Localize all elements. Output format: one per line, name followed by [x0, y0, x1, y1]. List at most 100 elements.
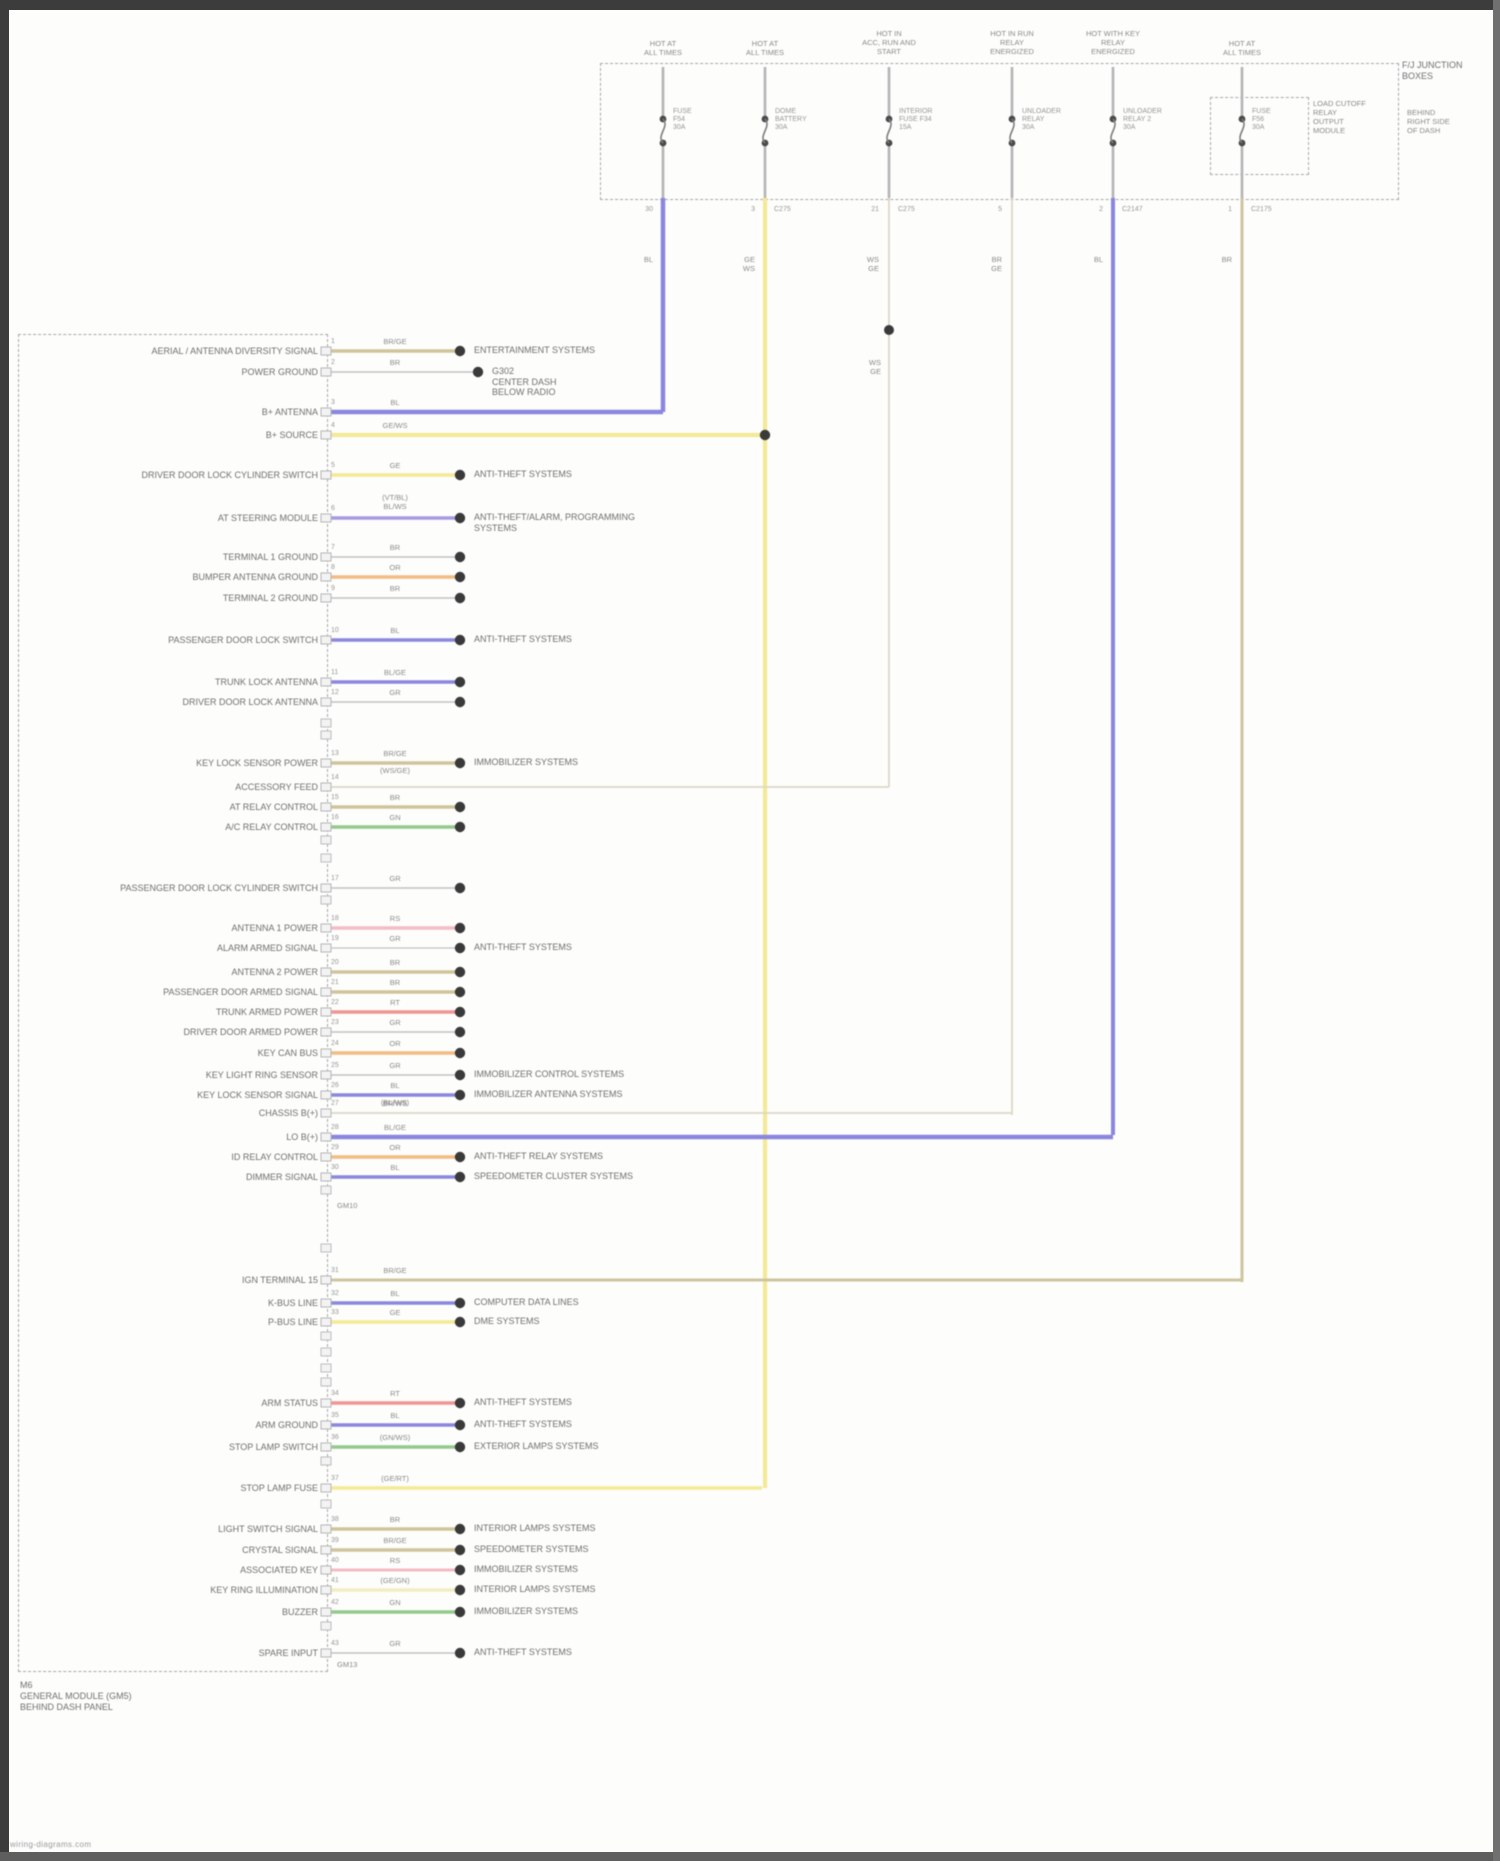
terminal-dot	[454, 801, 466, 813]
destination-label: IMMOBILIZER ANTENNA SYSTEMS	[474, 1089, 623, 1099]
destination-label: IMMOBILIZER SYSTEMS	[474, 1606, 579, 1616]
destination-label: ANTI-THEFT SYSTEMS	[474, 1647, 572, 1657]
terminal-dot	[454, 1523, 466, 1535]
pin-name-label: POWER GROUND	[241, 366, 319, 377]
pin-number: 41	[331, 1577, 339, 1584]
wire-color-label: GR	[389, 934, 401, 943]
terminal-dot	[454, 821, 466, 833]
pin-name-label: TRUNK ARMED POWER	[215, 1006, 318, 1017]
fuse-label: DOME BATTERY 30A	[775, 108, 807, 131]
module-pin	[320, 346, 332, 356]
module-pin-empty	[320, 1377, 332, 1387]
module-pin-empty	[320, 1363, 332, 1373]
module-pin	[320, 1607, 332, 1617]
module-connector-id: GM10	[337, 1201, 358, 1210]
module-pin	[320, 782, 332, 792]
module-pin	[320, 1524, 332, 1534]
pin-name-label: DRIVER DOOR LOCK CYLINDER SWITCH	[141, 469, 318, 480]
terminal-dot	[454, 1089, 466, 1101]
fuse-pin-number: 21	[871, 206, 879, 213]
module-pin	[320, 1565, 332, 1575]
destination-label: COMPUTER DATA LINES	[474, 1297, 579, 1307]
fuse-label: UNLOADER RELAY 30A	[1022, 108, 1061, 131]
pin-name-label: STOP LAMP FUSE	[240, 1482, 318, 1493]
terminal-dot	[454, 1171, 466, 1183]
pin-number: 34	[331, 1390, 339, 1397]
module-pin-empty	[320, 835, 332, 845]
terminal-dot	[454, 1026, 466, 1038]
pin-name-label: PASSENGER DOOR LOCK CYLINDER SWITCH	[120, 882, 318, 893]
pin-name-label: ARM GROUND	[255, 1419, 319, 1430]
module-pin-empty	[320, 1185, 332, 1195]
pin-number: 6	[331, 505, 335, 512]
module-pin	[320, 697, 332, 707]
fuse-pin-number: 5	[998, 206, 1002, 213]
module-pin	[320, 1070, 332, 1080]
pin-name-label: LIGHT SWITCH SIGNAL	[218, 1523, 318, 1534]
module-pin	[320, 1108, 332, 1118]
hot-feed-header: HOT AT ALL TIMES	[644, 39, 682, 57]
fuse-pin-number: 3	[751, 206, 755, 213]
module-pin	[320, 407, 332, 417]
pin-name-label: TERMINAL 1 GROUND	[222, 551, 318, 562]
box-location-label: BEHIND RIGHT SIDE OF DASH	[1407, 108, 1450, 135]
module-pin-empty	[320, 1621, 332, 1631]
pin-number: 21	[331, 979, 339, 986]
module-pin-empty	[320, 1499, 332, 1509]
module-pin	[320, 552, 332, 562]
terminal-dot	[454, 1647, 466, 1659]
destination-label: INTERIOR LAMPS SYSTEMS	[474, 1584, 596, 1594]
terminal-dot	[454, 1606, 466, 1618]
module-pin	[320, 1483, 332, 1493]
wire-color-label: RT	[390, 1389, 400, 1398]
pin-name-label: AT STEERING MODULE	[217, 512, 318, 523]
wire-color-label: BL	[390, 398, 400, 407]
terminal-dot	[454, 696, 466, 708]
module-pin	[320, 987, 332, 997]
fuse-element-icon	[660, 118, 666, 144]
wire-color-label: BR	[389, 793, 401, 802]
pin-name-label: TRUNK LOCK ANTENNA	[214, 676, 318, 687]
wire-color-label: GN	[389, 1598, 401, 1607]
module-pin	[320, 1317, 332, 1327]
wire-color-label: BR/GE	[383, 1536, 407, 1545]
terminal-dot	[759, 429, 771, 441]
module-pin	[320, 1585, 332, 1595]
wire-color-label: GN	[389, 813, 401, 822]
pin-number: 36	[331, 1434, 339, 1441]
wire-color-label: BR	[389, 543, 401, 552]
module-caption: M6 GENERAL MODULE (GM5) BEHIND DASH PANE…	[20, 1680, 132, 1712]
fuse-element-icon	[886, 118, 892, 144]
module-pin	[320, 513, 332, 523]
fuse-pin-number: 30	[645, 206, 653, 213]
module-pin	[320, 1007, 332, 1017]
wire-color-label: BR/GE	[383, 337, 407, 346]
wire-color-label: GE	[389, 461, 401, 470]
wire-color-label: RS	[389, 914, 401, 923]
page-border-right	[1493, 0, 1500, 1861]
wire-color-label: (GE/RT)	[381, 1474, 409, 1483]
page-border-top	[0, 0, 1500, 10]
wire-color-label: BR	[389, 358, 401, 367]
module-pin-empty	[320, 1243, 332, 1253]
module-pin	[320, 1152, 332, 1162]
wire-color-label: BR	[1221, 255, 1232, 264]
terminal-dot	[454, 512, 466, 524]
pin-name-label: ANTENNA 1 POWER	[231, 922, 318, 933]
pin-name-label: KEY CAN BUS	[257, 1047, 318, 1058]
destination-label: IMMOBILIZER SYSTEMS	[474, 757, 579, 767]
terminal-dot	[454, 966, 466, 978]
module-pin	[320, 883, 332, 893]
pin-number: 27	[331, 1100, 339, 1107]
pin-number: 17	[331, 875, 339, 882]
wire-color-sublabel: (WS/GE)	[380, 766, 410, 775]
hot-feed-header: HOT AT ALL TIMES	[746, 39, 784, 57]
pin-number: 42	[331, 1599, 339, 1606]
terminal-dot	[472, 366, 484, 378]
fuse-label: UNLOADER RELAY 2 30A	[1123, 108, 1162, 131]
terminal-dot	[454, 469, 466, 481]
wire-color-label: GR	[389, 688, 401, 697]
page-border-bottom	[0, 1852, 1500, 1861]
module-pin	[320, 635, 332, 645]
